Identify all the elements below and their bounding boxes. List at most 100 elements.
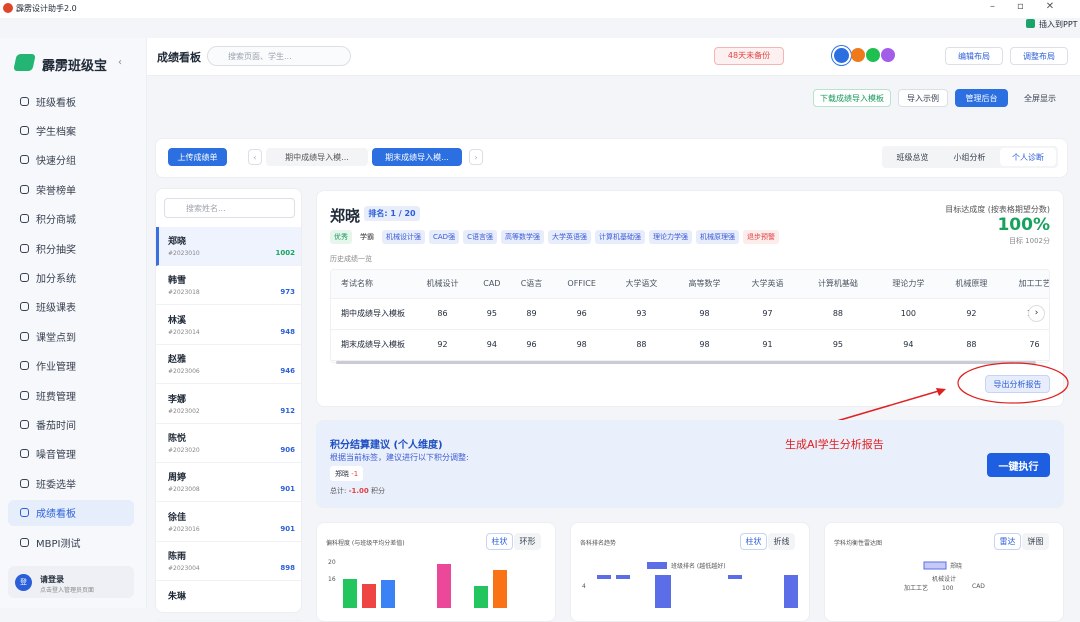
- goal-label: 目标达成度 (按表格期望分数): [945, 205, 1050, 214]
- theme-color[interactable]: [851, 48, 865, 62]
- bar-shape: [474, 586, 488, 608]
- tag: 高等数学强: [500, 230, 544, 244]
- menu-item[interactable]: 荣誉榜单: [8, 176, 134, 202]
- menu-icon: [20, 537, 29, 547]
- menu-item[interactable]: MBPI测试: [8, 529, 134, 555]
- student-item[interactable]: [156, 542, 301, 582]
- table-cell: 98: [553, 329, 610, 361]
- bar-shape: [616, 575, 630, 579]
- tag: 机械原理强: [695, 230, 739, 244]
- menu-item[interactable]: 课堂点到: [8, 323, 134, 349]
- scroll-right[interactable]: ›: [1028, 305, 1045, 322]
- download-template[interactable]: 下载成绩导入模板: [813, 89, 891, 107]
- collapse[interactable]: ‹: [118, 57, 122, 68]
- upload[interactable]: 上传成绩单: [168, 148, 227, 166]
- menu-item[interactable]: 作业管理: [8, 353, 134, 379]
- menu-item[interactable]: 噪音管理: [8, 441, 134, 467]
- student-id: #2023010: [168, 250, 200, 257]
- student-search[interactable]: [164, 198, 295, 218]
- menu-item[interactable]: 班费管理: [8, 382, 134, 408]
- view[interactable]: 小组分析: [953, 152, 986, 162]
- table-cell: 95: [474, 298, 510, 330]
- theme-color[interactable]: [881, 48, 895, 62]
- edit-layout[interactable]: 编辑布局: [945, 47, 1003, 65]
- adjust-layout[interactable]: 调整布局: [1010, 47, 1068, 65]
- menu-item[interactable]: 班级看板: [8, 88, 134, 114]
- chart-toggle[interactable]: 环形: [514, 533, 541, 550]
- file-tab[interactable]: 期末成绩导入模...: [372, 148, 462, 166]
- import-sample[interactable]: 导入示例: [898, 89, 948, 107]
- theme-color[interactable]: [834, 48, 849, 63]
- menu-item[interactable]: 班委选举: [8, 470, 134, 496]
- score-table: 考试名称 机械设计 CAD C语言 OFFICE 大学语文 高等数学 大学英语 计算机基础 理论力…: [331, 270, 1049, 361]
- chart-toggle[interactable]: 折线: [768, 533, 795, 550]
- search[interactable]: [207, 46, 351, 66]
- menu-item[interactable]: 加分系统: [8, 264, 134, 290]
- bar-shape: [362, 584, 376, 608]
- menu-icon: [20, 390, 29, 400]
- view[interactable]: 个人诊断: [1000, 148, 1056, 166]
- login: 请登录: [40, 575, 64, 584]
- table-cell: 期末成绩导入模板: [331, 329, 411, 361]
- chart-toggle[interactable]: 雷达: [994, 533, 1021, 550]
- rank: 排名: 1 / 20: [364, 206, 420, 221]
- tag: 理论力学强: [648, 230, 692, 244]
- student-score: 1002: [275, 249, 295, 257]
- student-item[interactable]: [156, 345, 301, 385]
- file-tab[interactable]: 期中成绩导入模...: [266, 148, 368, 166]
- table-cell: 94: [876, 329, 940, 361]
- student-id: #2023016: [168, 525, 200, 533]
- tab-prev[interactable]: ‹: [248, 149, 262, 165]
- suggestion-item: 郑晓 -1: [330, 466, 364, 481]
- table-cell: 96: [553, 298, 610, 330]
- tick-label: 20: [328, 559, 336, 566]
- student-item[interactable]: [156, 503, 301, 542]
- table-cell: 95: [799, 329, 877, 361]
- header-cell: 加工工艺: [1002, 270, 1049, 299]
- bar-shape: [597, 575, 611, 579]
- header-cell: 考试名称: [331, 270, 411, 299]
- window-controls[interactable]: –▫✕: [990, 1, 1077, 12]
- menu-item[interactable]: 成绩看板: [8, 499, 134, 526]
- backup-badge[interactable]: 48天未备份: [714, 47, 784, 65]
- student-item[interactable]: [156, 385, 301, 424]
- chart-toggle[interactable]: 柱状: [486, 533, 513, 550]
- menu-icon: [20, 449, 29, 459]
- tab-next[interactable]: ›: [469, 149, 483, 165]
- student-item[interactable]: [156, 463, 301, 503]
- student-item[interactable]: [156, 306, 301, 345]
- execute[interactable]: 一键执行: [987, 453, 1050, 477]
- table-cell: 92: [411, 329, 475, 361]
- student-name: 陈雨: [168, 552, 187, 563]
- bar-shape: [493, 570, 507, 608]
- menu-item[interactable]: 积分商城: [8, 206, 134, 232]
- bar-shape: [655, 575, 671, 608]
- login-hint: 点击登入管理员页面: [40, 587, 95, 594]
- theme-color[interactable]: [866, 48, 880, 62]
- view[interactable]: 班级总览: [896, 152, 929, 162]
- student-item[interactable]: [156, 227, 301, 266]
- menu-item[interactable]: 快速分组: [8, 147, 134, 173]
- menu-icon: [20, 361, 29, 371]
- menu-item[interactable]: 班级课表: [8, 294, 134, 320]
- scrollbar[interactable]: [336, 361, 1036, 364]
- chart-toggle[interactable]: 柱状: [740, 533, 767, 550]
- menu-item[interactable]: 番茄时间: [8, 411, 134, 437]
- chart-toggle[interactable]: 饼图: [1022, 533, 1049, 550]
- table-row: 期中成绩导入模板869589969398978810092100: [331, 298, 1049, 330]
- item-name: 郑晓: [335, 470, 349, 478]
- fullscreen[interactable]: 全屏显示: [1024, 93, 1056, 103]
- table-cell: 98: [672, 329, 736, 361]
- menu-item[interactable]: 积分抽奖: [8, 235, 134, 261]
- item-value: -1: [351, 470, 359, 478]
- student-item[interactable]: [156, 266, 301, 306]
- admin[interactable]: 管理后台: [955, 89, 1008, 107]
- chart-title: 各科排名趋势: [580, 540, 617, 547]
- insert-ppt[interactable]: 插入到PPT: [1039, 20, 1078, 29]
- header-cell: 机械原理: [939, 270, 1003, 299]
- header-cell: OFFICE: [553, 270, 610, 299]
- menu-item[interactable]: 学生档案: [8, 117, 134, 143]
- tag: 大学英语强: [547, 230, 591, 244]
- student-item[interactable]: [156, 424, 301, 463]
